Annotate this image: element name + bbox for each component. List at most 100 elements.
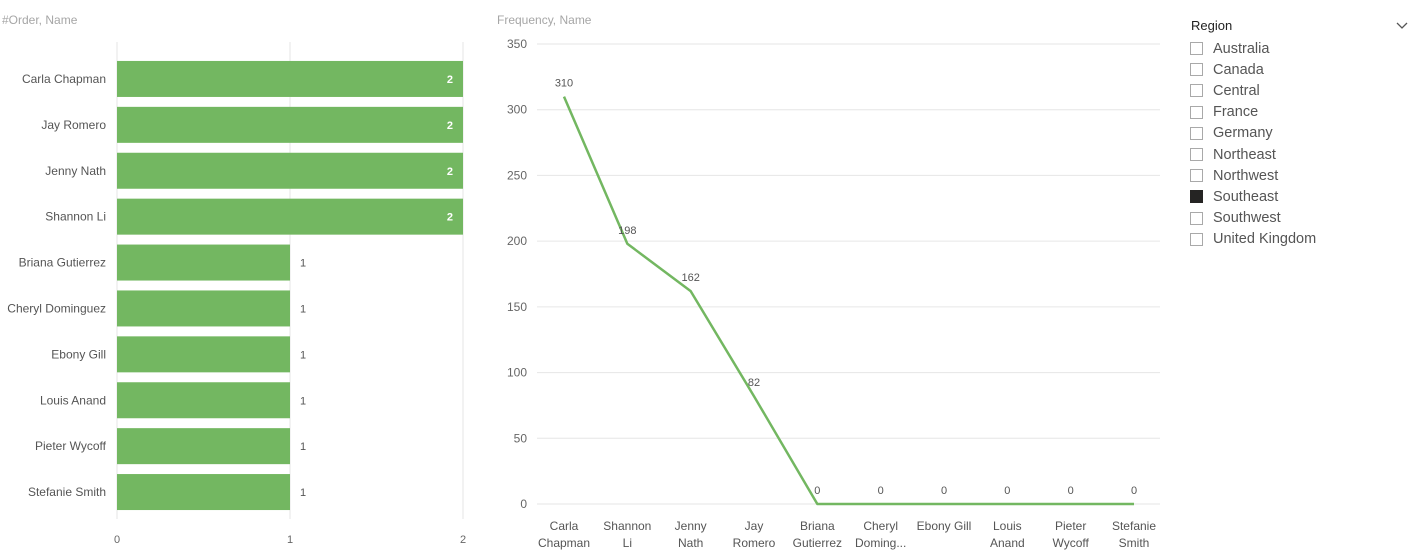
slicer-item[interactable]: Germany <box>1190 123 1405 144</box>
y-category-label: Pieter Wycoff <box>35 439 107 453</box>
slicer-item[interactable]: Northeast <box>1190 144 1405 165</box>
x-category-label: Pieter <box>1055 519 1086 533</box>
x-category-label: Romero <box>733 536 776 550</box>
bar-data-label: 1 <box>300 487 306 499</box>
checkbox-unchecked[interactable] <box>1190 126 1203 140</box>
slicer-title: Region <box>1191 18 1233 33</box>
y-tick-label: 150 <box>507 300 527 314</box>
x-category-label: Nath <box>678 536 703 550</box>
x-category-label: Carla <box>550 519 579 533</box>
checkbox-unchecked[interactable] <box>1190 232 1203 246</box>
x-category-label: Ebony Gill <box>917 519 972 533</box>
bar[interactable] <box>117 290 290 327</box>
y-tick-label: 200 <box>507 234 527 248</box>
slicer-item-label: Germany <box>1213 125 1273 142</box>
slicer-item-label: Central <box>1213 82 1260 99</box>
y-category-label: Ebony Gill <box>51 347 106 361</box>
slicer-item[interactable]: Southwest <box>1190 208 1405 229</box>
x-tick-label: 2 <box>460 534 466 546</box>
slicer-item[interactable]: Southeast <box>1190 186 1405 207</box>
x-category-label: Cheryl <box>863 519 898 533</box>
bar[interactable] <box>117 152 463 189</box>
bar[interactable] <box>117 336 290 373</box>
bar-chart-visual: #Order, Name 0 1 2 Carla Chapman 2 Jay Romero… <box>0 0 480 555</box>
x-category-label: Wycoff <box>1052 536 1089 550</box>
checkbox-unchecked[interactable] <box>1190 148 1203 162</box>
x-category-label: Doming... <box>855 536 906 550</box>
x-category-label: Anand <box>990 536 1025 550</box>
line-data-label: 0 <box>1068 485 1074 497</box>
y-category-label: Jay Romero <box>41 118 106 132</box>
checkbox-checked[interactable] <box>1190 190 1203 204</box>
bar-data-label: 1 <box>300 395 306 407</box>
y-tick-label: 250 <box>507 168 527 182</box>
bar[interactable] <box>117 474 290 511</box>
y-category-label: Cheryl Dominguez <box>7 301 106 315</box>
slicer-item-label: Northwest <box>1213 167 1279 184</box>
slicer-item-label: Southeast <box>1213 188 1279 205</box>
line-chart-visual: Frequency, Name 0 50 100 150 200 250 300 350 310… <box>490 0 1170 555</box>
bar[interactable] <box>117 106 463 143</box>
slicer-item[interactable]: United Kingdom <box>1190 229 1405 250</box>
line-data-label: 0 <box>878 485 884 497</box>
bar-data-label: 1 <box>300 303 306 315</box>
slicer-header: Region <box>1191 17 1409 35</box>
line-chart-title: Frequency, Name <box>497 13 592 27</box>
x-category-label: Smith <box>1119 536 1150 550</box>
line-data-label: 0 <box>1131 485 1137 497</box>
checkbox-unchecked[interactable] <box>1190 169 1203 183</box>
line-data-label: 0 <box>814 485 820 497</box>
series-line[interactable] <box>562 96 1134 506</box>
x-category-label: Shannon <box>603 519 651 533</box>
bar[interactable] <box>117 428 290 465</box>
y-tick-label: 0 <box>520 497 527 511</box>
y-category-label: Shannon Li <box>45 210 106 224</box>
checkbox-unchecked[interactable] <box>1190 42 1203 56</box>
y-tick-label: 350 <box>507 37 527 51</box>
bar-data-label: 1 <box>300 258 306 270</box>
slicer-item[interactable]: Canada <box>1190 59 1405 80</box>
y-tick-label: 300 <box>507 103 527 117</box>
bar[interactable] <box>117 382 290 419</box>
slicer-item-label: United Kingdom <box>1213 231 1317 248</box>
x-category-label: Stefanie <box>1112 519 1156 533</box>
x-tick-label: 0 <box>114 534 120 546</box>
x-category-label: Jay <box>745 519 764 533</box>
bar-chart: 0 1 2 Carla Chapman 2 Jay Romero 2 Jenny Nath 2 S… <box>7 42 466 546</box>
y-category-label: Carla Chapman <box>22 72 106 86</box>
bar[interactable] <box>117 198 463 235</box>
x-category-label: Gutierrez <box>793 536 842 550</box>
slicer-item[interactable]: Central <box>1190 80 1405 101</box>
y-tick-label: 50 <box>514 431 528 445</box>
y-tick-label: 100 <box>507 366 527 380</box>
x-tick-label: 1 <box>287 534 293 546</box>
checkbox-unchecked[interactable] <box>1190 105 1203 119</box>
checkbox-unchecked[interactable] <box>1190 84 1203 98</box>
slicer-item-label: Australia <box>1213 40 1270 57</box>
slicer-item[interactable]: Northwest <box>1190 165 1405 186</box>
slicer-item[interactable]: France <box>1190 102 1405 123</box>
bar[interactable] <box>117 244 290 281</box>
y-category-label: Jenny Nath <box>45 164 106 178</box>
slicer-list: Australia Canada Central France Germany North… <box>1190 38 1405 250</box>
x-category-label: Li <box>623 536 632 550</box>
x-category-label: Chapman <box>538 536 590 550</box>
y-category-label: Stefanie Smith <box>28 485 106 499</box>
region-slicer: Region Australia Canada Central France Germa… <box>1185 10 1413 260</box>
checkbox-unchecked[interactable] <box>1190 211 1203 225</box>
bar-data-label: 1 <box>300 441 306 453</box>
bar[interactable] <box>117 60 463 97</box>
line-data-label: 198 <box>618 225 636 237</box>
slicer-item[interactable]: Australia <box>1190 38 1405 59</box>
x-category-label: Jenny <box>675 519 707 533</box>
bar-data-label: 2 <box>447 74 453 86</box>
checkbox-unchecked[interactable] <box>1190 63 1203 77</box>
bar-data-label: 2 <box>447 212 453 224</box>
bar-chart-title: #Order, Name <box>2 13 78 27</box>
slicer-item-label: Southwest <box>1213 210 1281 227</box>
slicer-item-label: Northeast <box>1213 146 1276 163</box>
y-category-label: Louis Anand <box>40 393 106 407</box>
chevron-down-icon[interactable] <box>1395 19 1409 33</box>
line-data-label: 0 <box>941 485 947 497</box>
slicer-item-label: France <box>1213 104 1259 121</box>
